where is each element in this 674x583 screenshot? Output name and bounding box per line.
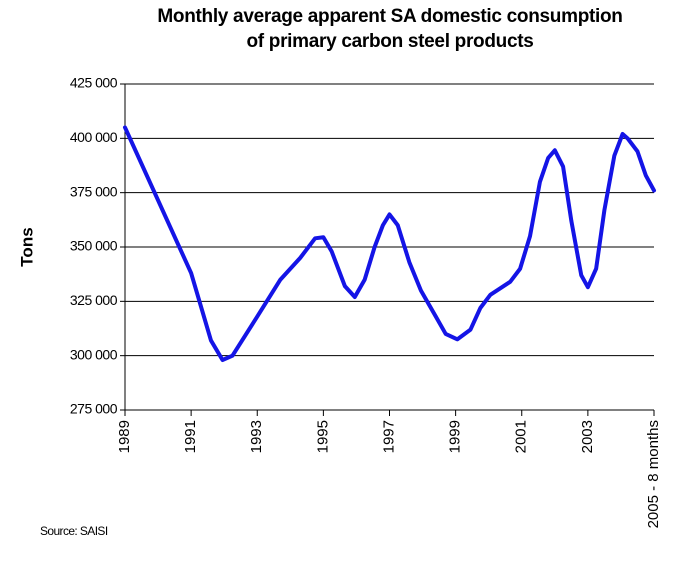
x-tick-label: 1993 <box>248 420 265 453</box>
y-tick-label: 325 000 <box>70 292 118 308</box>
x-tick-label: 1995 <box>314 420 331 453</box>
source-note: Source: SAISI <box>40 524 108 538</box>
x-tick-label: 1989 <box>116 420 133 453</box>
y-tick-label: 425 000 <box>70 75 118 91</box>
y-axis-label: Tons <box>17 227 36 266</box>
x-tick-label: 1997 <box>380 420 397 453</box>
data-line <box>123 125 656 363</box>
y-tick-label: 275 000 <box>70 401 118 417</box>
x-tick-label: 2003 <box>579 420 596 453</box>
x-tick-label: 1999 <box>447 420 464 453</box>
x-tick-label: 1991 <box>182 420 199 453</box>
chart-title: Monthly average apparent SA domestic con… <box>157 6 623 52</box>
y-tick-label: 375 000 <box>70 183 118 199</box>
y-tick-label: 300 000 <box>70 346 118 362</box>
y-tick-label: 400 000 <box>70 129 118 145</box>
x-tick-label: 2001 <box>513 420 530 453</box>
y-tick-label: 350 000 <box>70 238 118 254</box>
x-tick-label: 2005 - 8 months <box>645 420 662 528</box>
